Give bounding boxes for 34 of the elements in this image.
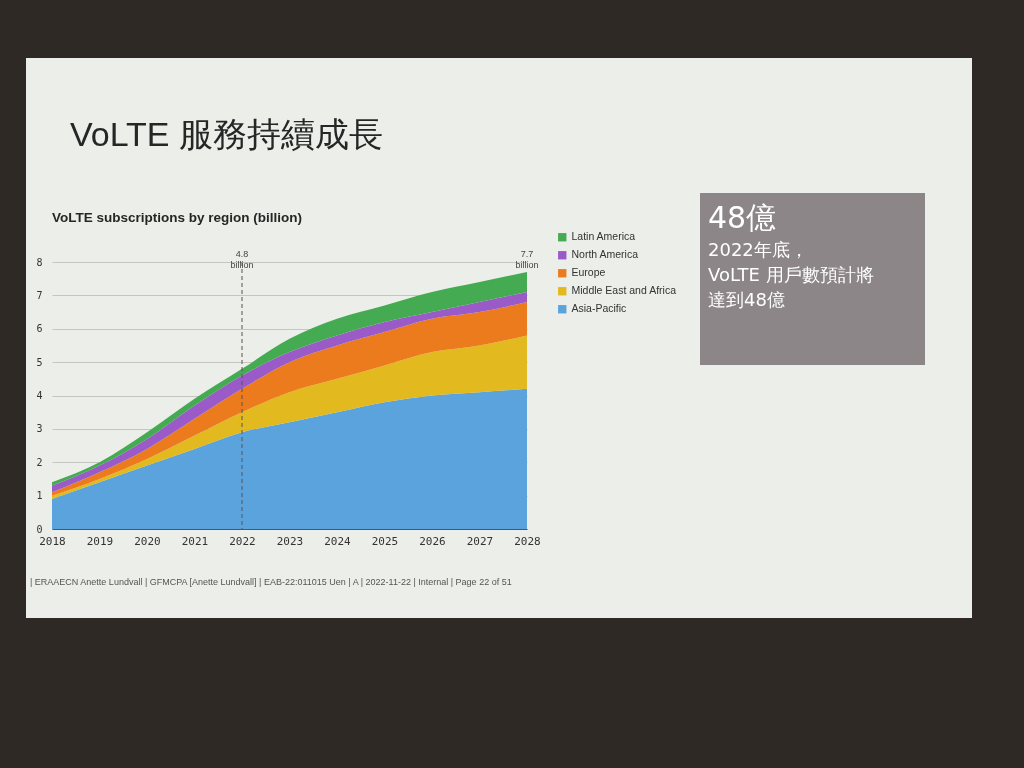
legend-label: North America [571,248,639,261]
x-tick-label: 2020 [134,534,161,548]
x-tick-label: 2021 [181,534,209,548]
legend-label: Middle East and Africa [571,284,677,297]
chart-subtitle: VoLTE subscriptions by region (billion) [52,209,303,225]
y-tick-label: 1 [36,490,43,502]
x-tick-label: 2028 [514,534,541,548]
x-tick-label: 2018 [39,534,66,548]
annotation: 7.7 billion [515,249,539,271]
y-tick-label: 7 [36,289,43,301]
x-tick-label: 2019 [86,534,114,548]
y-tick-label: 4 [36,390,43,401]
text: | ERAAECN Anette Lundvall | GFMCPA [Anette Lundvall] | EAB-22:011015 Uen | A | 2022-11-22 | Internal | Page 22 of 51 [30,577,512,587]
y-tick-label: 6 [36,323,43,335]
y-tick-label: 5 [36,356,43,368]
x-tick-label: 2024 [324,534,352,548]
ref-line-label: 4.8 billion [230,249,254,270]
x-tick-label: 2026 [419,534,446,548]
text: 2022年底， [708,238,809,262]
y-tick-label: 3 [36,423,43,435]
x-tick-label: 2022 [229,534,256,548]
text: 達到48億 [708,288,786,312]
legend-label: Latin America [571,230,636,243]
legend-label: Asia-Pacific [571,302,627,315]
y-tick-label: 0 [36,523,43,535]
legend-label: Europe [571,266,606,279]
y-tick-label: 8 [36,256,43,268]
text: 48億 [708,199,778,237]
x-tick-label: 2025 [371,534,399,548]
text: VoLTE 用戶數預計將 [708,263,875,287]
x-tick-label: 2023 [276,534,304,548]
y-tick-label: 2 [36,456,43,468]
x-tick-label: 2027 [466,534,494,548]
chart-title: VoLTE 服務持續成長 [70,114,383,155]
